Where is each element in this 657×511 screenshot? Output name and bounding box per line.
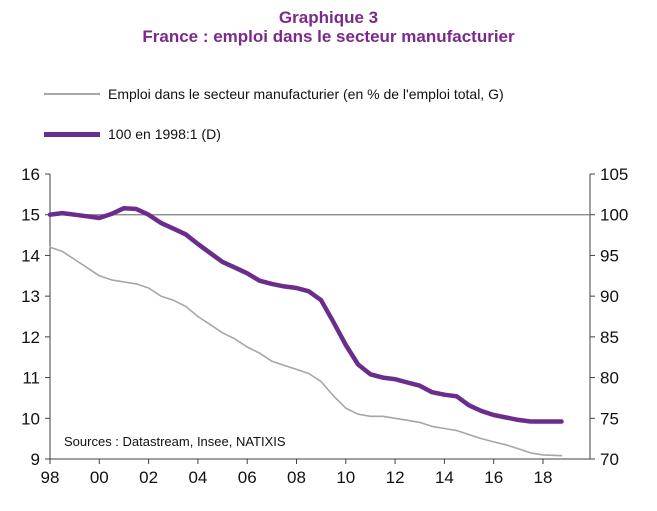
source-note: Sources : Datastream, Insee, NATIXIS bbox=[64, 434, 286, 449]
x-tick-label: 06 bbox=[238, 468, 257, 487]
chart-title-line1: Graphique 3 bbox=[278, 8, 379, 27]
x-tick-label: 98 bbox=[41, 468, 60, 487]
chart-axes bbox=[49, 174, 591, 460]
x-tick-label: 08 bbox=[287, 468, 306, 487]
x-tick-label: 16 bbox=[484, 468, 503, 487]
chart-title-line2: France : emploi dans le secteur manufact… bbox=[142, 27, 515, 46]
y-right-tick-label: 75 bbox=[600, 409, 619, 428]
y-left-tick-label: 16 bbox=[21, 165, 40, 184]
y-right-tick-label: 100 bbox=[600, 206, 628, 225]
chart-series bbox=[47, 205, 564, 457]
y-right-tick-label: 90 bbox=[600, 287, 619, 306]
y-left-tick-label: 11 bbox=[22, 369, 40, 388]
y-left-tick-label: 10 bbox=[21, 409, 40, 428]
y-left-tick-label: 13 bbox=[21, 287, 40, 306]
chart-ticks: 9 10 11 12 13 14 15 16 70 75 80 85 90 95 100 105 98 00 02 0… bbox=[21, 165, 628, 487]
y-left-tick-label: 14 bbox=[21, 246, 40, 265]
x-tick-label: 04 bbox=[188, 468, 207, 487]
series-line-manufacturing-share bbox=[49, 246, 563, 457]
y-right-tick-label: 70 bbox=[600, 450, 619, 469]
y-left-tick-label: 9 bbox=[31, 450, 40, 469]
y-right-tick-label: 85 bbox=[600, 328, 619, 347]
x-tick-label: 18 bbox=[534, 468, 553, 487]
legend-label-right-series: 100 en 1998:1 (D) bbox=[108, 126, 221, 142]
y-right-tick-label: 95 bbox=[600, 246, 619, 265]
x-tick-label: 00 bbox=[90, 468, 109, 487]
series-line-index-1998 bbox=[47, 205, 564, 424]
legend-swatch-right-series bbox=[44, 131, 100, 137]
legend-swatch-left-series bbox=[44, 93, 100, 95]
y-left-tick-label: 15 bbox=[21, 206, 40, 225]
x-tick-label: 12 bbox=[386, 468, 405, 487]
y-left-tick-label: 12 bbox=[21, 328, 40, 347]
y-right-tick-label: 105 bbox=[600, 165, 628, 184]
legend-label-left-series: Emploi dans le secteur manufacturier (en… bbox=[108, 86, 504, 102]
x-tick-label: 02 bbox=[139, 468, 158, 487]
x-tick-label: 10 bbox=[336, 468, 355, 487]
legend-entry-left-series: Emploi dans le secteur manufacturier (en… bbox=[44, 84, 504, 104]
legend-entry-right-series: 100 en 1998:1 (D) bbox=[44, 124, 221, 144]
y-right-tick-label: 80 bbox=[600, 369, 619, 388]
x-tick-label: 14 bbox=[435, 468, 454, 487]
